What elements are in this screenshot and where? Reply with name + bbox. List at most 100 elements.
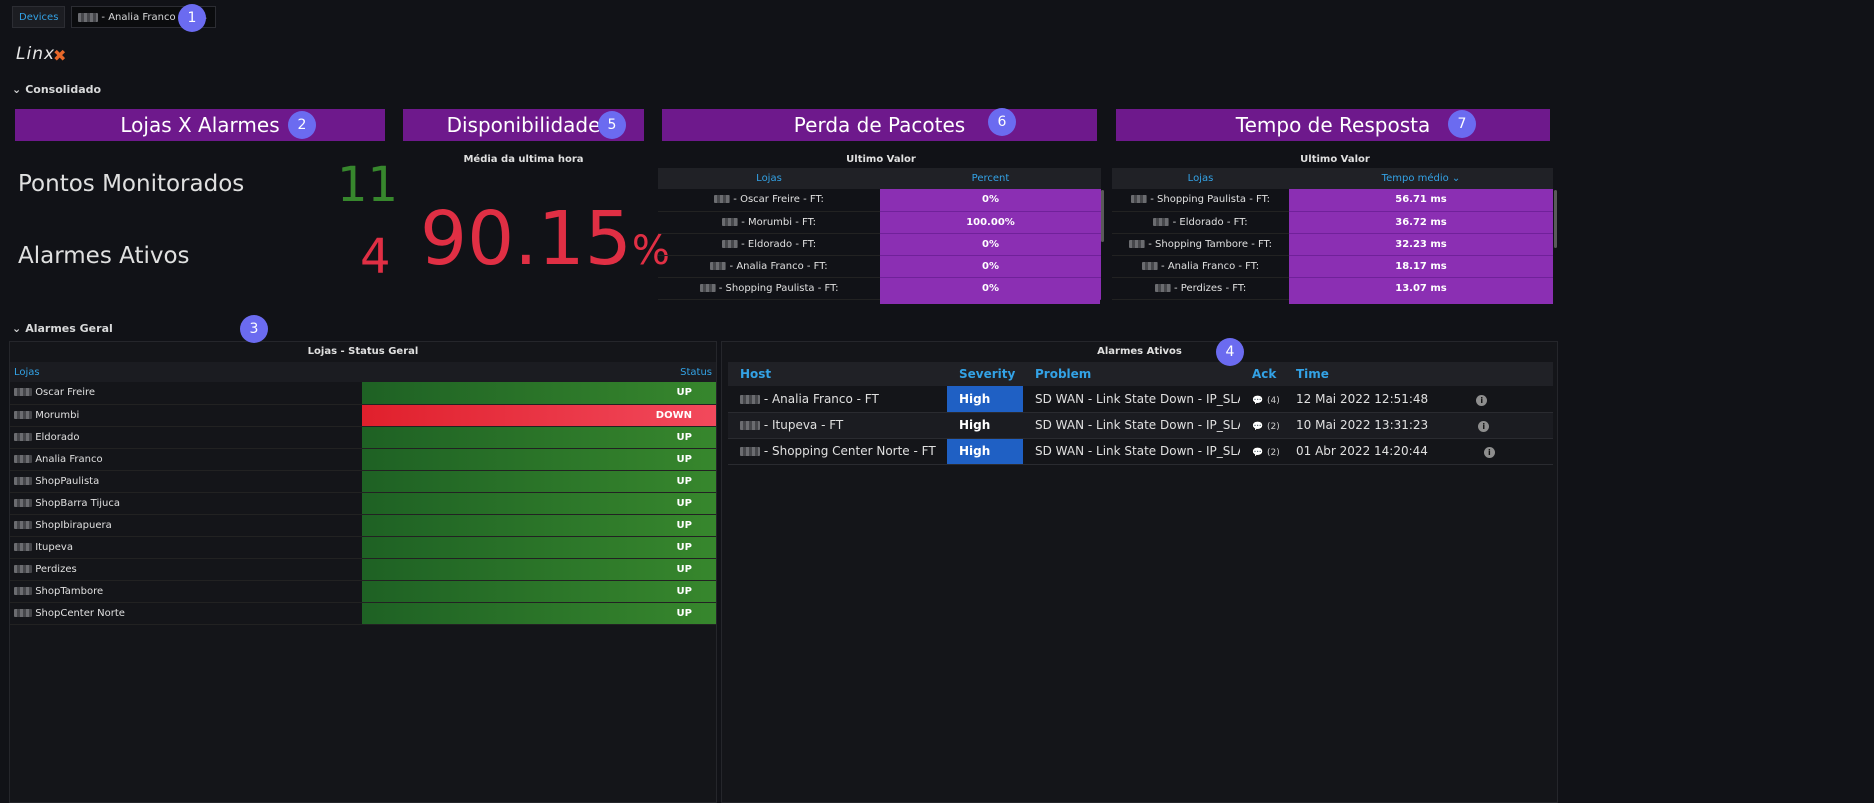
tempo-subtitle: Ultimo Valor <box>1300 154 1370 165</box>
table-row: - Shopping Paulista - FT: 56.71 ms <box>1112 189 1553 212</box>
table-row: ShopPaulista UP <box>10 470 716 493</box>
status-badge: UP <box>362 492 716 515</box>
perda-loja: - Analia Franco - FT: <box>729 260 828 272</box>
banner-tempo-de-resposta: Tempo de Resposta <box>1116 109 1550 141</box>
perda-loja: - Oscar Freire - FT: <box>733 194 824 206</box>
alarmes-col-host[interactable]: Host <box>728 362 947 386</box>
pontos-monitorados-label: Pontos Monitorados <box>18 171 245 197</box>
alarmes-col-ack[interactable]: Ack <box>1240 362 1284 386</box>
status-loja: Analia Franco <box>35 453 103 465</box>
status-geral-panel: Lojas - Status Geral Lojas Status Oscar … <box>9 341 717 803</box>
table-row[interactable]: - Itupeva - FT High SD WAN - Link State … <box>728 412 1553 439</box>
perda-value: 0% <box>880 277 1101 300</box>
annotation-badge-4: 4 <box>1216 338 1244 366</box>
alarmes-col-severity[interactable]: Severity <box>947 362 1023 386</box>
annotation-badge-1: 1 <box>178 4 206 32</box>
table-row: - Analia Franco - FT: 18.17 ms <box>1112 255 1553 278</box>
linx-logo: Linx <box>16 44 56 64</box>
alarmes-col-problem[interactable]: Problem <box>1023 362 1240 386</box>
redacted-prefix <box>14 432 32 441</box>
perda-col-lojas[interactable]: Lojas <box>658 168 880 189</box>
alarm-time: 12 Mai 2022 12:51:48 <box>1296 391 1429 406</box>
annotation-badge-2: 2 <box>288 111 316 139</box>
devices-variable-value: - Analia Franco - FT <box>101 11 198 23</box>
alarmes-ativos-title: Alarmes Ativos <box>1097 346 1182 357</box>
alarmes-ativos-label: Alarmes Ativos <box>18 243 190 269</box>
status-badge: UP <box>362 514 716 537</box>
status-badge: UP <box>362 558 716 581</box>
row-consolidado-title: Consolidado <box>25 83 102 96</box>
info-icon[interactable]: i <box>1478 421 1490 432</box>
redacted-prefix <box>1131 195 1148 204</box>
alarm-ack-count: (4) <box>1267 395 1280 406</box>
perda-loja: - Shopping Paulista - FT: <box>718 282 839 294</box>
alarm-ack-count: (2) <box>1267 422 1280 432</box>
table-row: - Perdizes - FT: 13.07 ms <box>1112 277 1553 300</box>
redacted-prefix <box>78 12 99 22</box>
chevron-down-icon: ⌄ <box>12 322 22 335</box>
status-badge: UP <box>362 580 716 603</box>
disponibilidade-subtitle: Média da ultima hora <box>463 154 584 165</box>
redacted-prefix <box>1153 217 1170 226</box>
status-geral-table: Lojas Status Oscar Freire UP Morumbi DOWN … <box>10 362 716 625</box>
redacted-prefix <box>1129 239 1146 248</box>
tempo-value: 56.71 ms <box>1289 189 1553 212</box>
perda-scrollbar[interactable] <box>1101 190 1104 242</box>
table-row: Morumbi DOWN <box>10 404 716 427</box>
status-loja: ShopIbirapuera <box>35 519 112 531</box>
linx-logo-mark-icon: ✖ <box>53 46 67 65</box>
redacted-prefix <box>14 608 32 617</box>
tempo-value: 32.23 ms <box>1289 233 1553 256</box>
alarm-severity: High <box>947 438 1023 465</box>
tempo-value: 13.07 ms <box>1289 277 1553 300</box>
tempo-col-lojas[interactable]: Lojas <box>1112 168 1289 189</box>
perda-loja: - Eldorado - FT: <box>741 238 817 250</box>
table-row: Oscar Freire UP <box>10 382 716 405</box>
annotation-badge-6: 6 <box>988 108 1016 136</box>
redacted-prefix <box>14 542 32 551</box>
status-badge: UP <box>362 426 716 449</box>
alarm-host: - Shopping Center Norte - FT <box>763 444 936 458</box>
redacted-prefix <box>740 421 760 430</box>
tempo-scrollbar[interactable] <box>1554 190 1557 248</box>
banner-lojas-x-alarmes: Lojas X Alarmes <box>15 109 385 141</box>
status-loja: ShopTambore <box>35 585 104 597</box>
alarm-severity: High <box>947 386 1023 413</box>
annotation-badge-7: 7 <box>1448 110 1476 138</box>
table-row: ShopIbirapuera UP <box>10 514 716 537</box>
tempo-value: 18.17 ms <box>1289 255 1553 278</box>
alarm-time: 01 Abr 2022 14:20:44 <box>1296 444 1428 458</box>
redacted-prefix <box>1154 283 1171 292</box>
disponibilidade-stat: 90.15% <box>420 196 670 282</box>
row-alarmes-geral-title: Alarmes Geral <box>25 322 113 335</box>
tempo-col-tempo-medio[interactable]: Tempo médio ⌄ <box>1289 168 1553 189</box>
perda-col-percent[interactable]: Percent <box>880 168 1101 189</box>
perda-value: 100.00% <box>880 211 1101 234</box>
table-row: ShopTambore UP <box>10 580 716 603</box>
status-loja: Perdizes <box>35 563 77 575</box>
row-alarmes-geral[interactable]: ⌄ Alarmes Geral <box>12 322 113 335</box>
perda-value: 0% <box>880 233 1101 256</box>
table-row[interactable]: - Analia Franco - FT High SD WAN - Link … <box>728 386 1553 413</box>
redacted-prefix <box>14 454 32 463</box>
status-geral-title: Lojas - Status Geral <box>307 346 419 357</box>
info-icon[interactable]: i <box>1483 447 1495 458</box>
table-row: - Shopping Tambore - FT: 32.23 ms <box>1112 233 1553 256</box>
table-row: Eldorado UP <box>10 426 716 449</box>
row-consolidado[interactable]: ⌄ Consolidado <box>12 83 101 96</box>
table-row: - Morumbi - FT: 100.00% <box>658 211 1101 234</box>
status-col-lojas[interactable]: Lojas <box>10 362 362 382</box>
status-loja: ShopPaulista <box>35 475 100 487</box>
status-col-status[interactable]: Status <box>362 362 716 382</box>
redacted-prefix <box>699 283 716 292</box>
perda-value: 0% <box>880 189 1101 212</box>
table-row[interactable]: - Shopping Center Norte - FT High SD WAN… <box>728 438 1553 465</box>
tempo-table: Lojas Tempo médio ⌄ - Shopping Paulista … <box>1112 168 1553 300</box>
tempo-next-row-peek <box>1289 299 1553 304</box>
alarmes-col-time[interactable]: Time <box>1284 362 1553 386</box>
disponibilidade-value: 90.15 <box>420 196 632 282</box>
alarm-time: 10 Mai 2022 13:31:23 <box>1296 418 1429 432</box>
info-icon[interactable]: i <box>1476 394 1488 406</box>
redacted-prefix <box>14 498 32 507</box>
table-row: Perdizes UP <box>10 558 716 581</box>
